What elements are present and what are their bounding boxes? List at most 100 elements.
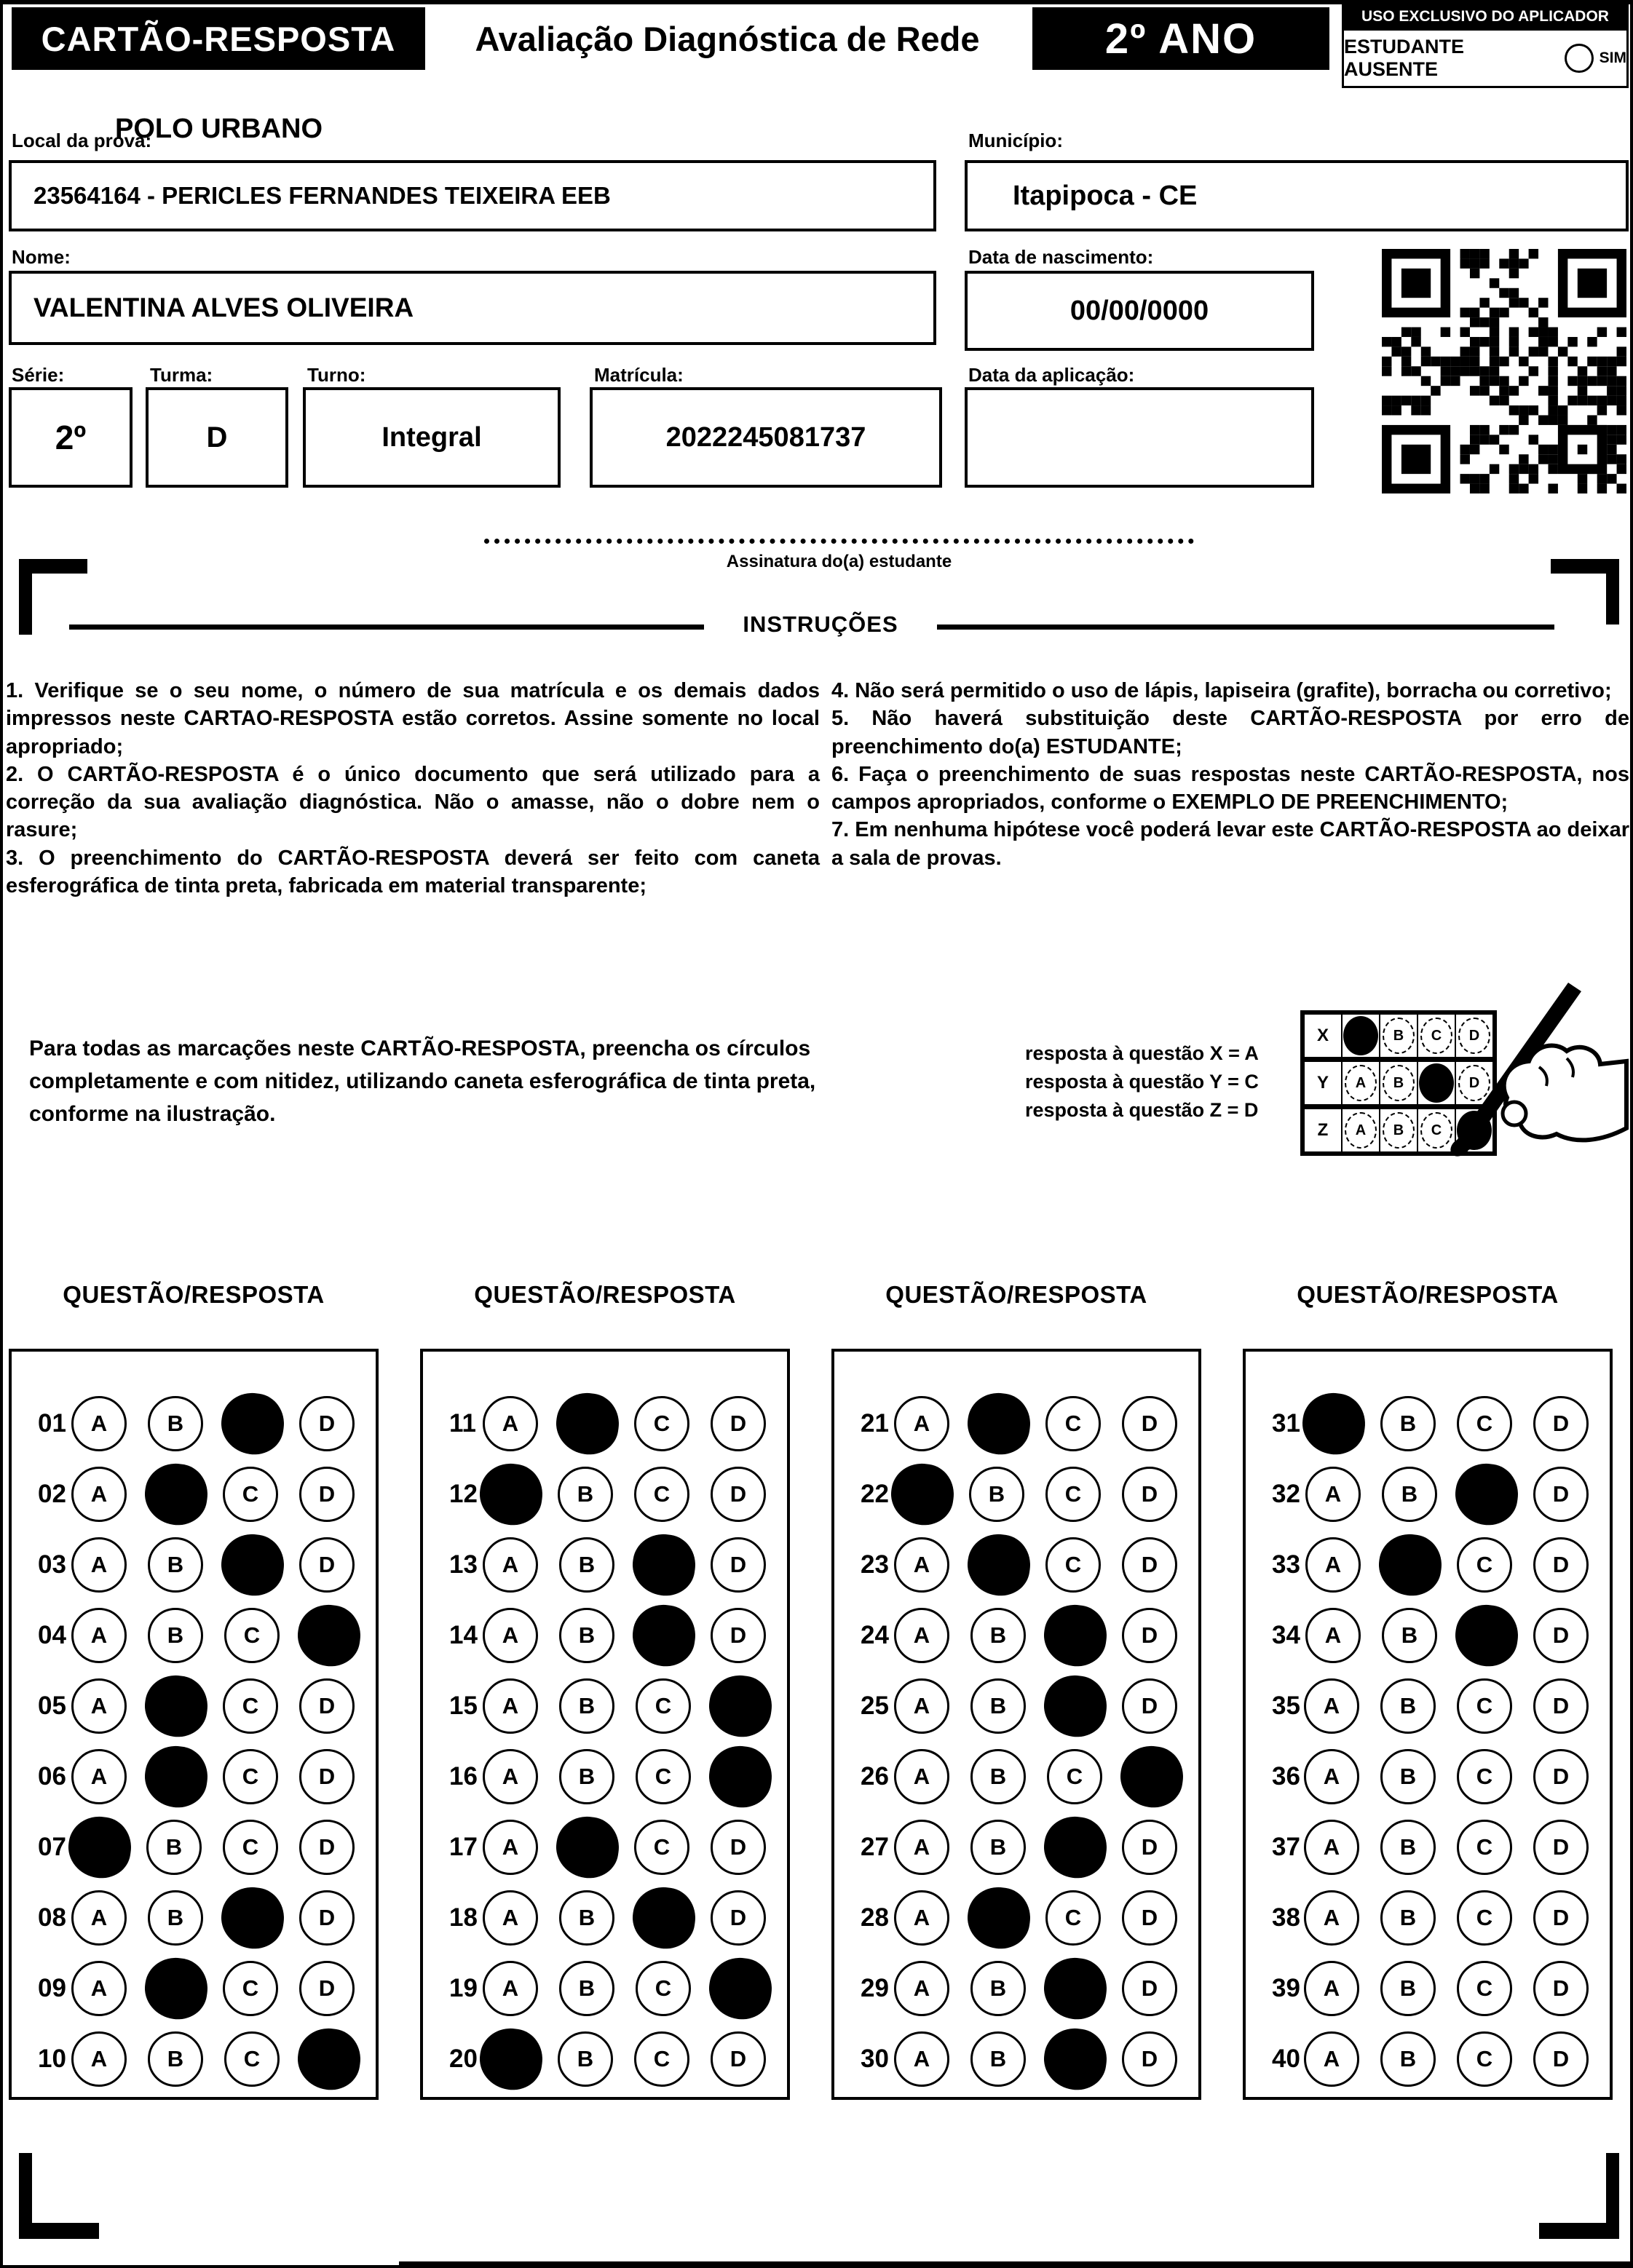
answer-bubble-marked [705, 1670, 776, 1741]
answer-bubble: C [1045, 1890, 1101, 1946]
corner-bracket-top-left [19, 559, 87, 635]
instruction-item: 7. Em nenhuma hipótese você poderá levar… [831, 818, 1629, 870]
question-number: 20 [449, 2044, 478, 2073]
answer-column-header: QUESTÃO/RESPOSTA [885, 1281, 1147, 1308]
answer-bubble: C [223, 1466, 278, 1522]
answer-bubble: A [1305, 1537, 1361, 1593]
question-row: 18 A B D [423, 1882, 787, 1953]
answer-bubble-marked [1040, 1600, 1111, 1670]
question-number: 10 [38, 2044, 66, 2073]
answer-bubble: D [711, 1466, 766, 1522]
answer-bubble: C [1457, 1537, 1512, 1593]
example-cell: C [1418, 1109, 1455, 1151]
instruction-item: 1. Verifique se o seu nome, o número de … [6, 679, 820, 758]
answer-bubble: B [559, 1890, 614, 1946]
question-row: 40 A B C D [1246, 2023, 1610, 2094]
question-number: 40 [1272, 2044, 1300, 2073]
answer-bubble: A [894, 1819, 949, 1875]
answer-bubble: C [223, 1960, 278, 2016]
question-number: 11 [449, 1408, 476, 1438]
answer-bubble: C [1047, 1748, 1102, 1804]
example-cell: D [1456, 1062, 1492, 1104]
example-row-label: Z [1305, 1109, 1341, 1151]
answer-bubble: C [224, 1607, 280, 1663]
answer-bubble: D [299, 1819, 355, 1875]
answer-bubble: A [71, 1890, 127, 1946]
answer-bubble: C [1457, 1890, 1512, 1946]
answer-bubble: B [1380, 1890, 1436, 1946]
question-number: 12 [449, 1479, 478, 1508]
question-number: 19 [449, 1973, 478, 2002]
answer-bubble: A [894, 1890, 949, 1946]
answer-bubble: A [894, 1678, 949, 1734]
municipio-value: Itapipoca - CE [1013, 180, 1198, 211]
answer-bubble: B [1380, 2031, 1436, 2087]
answer-bubble: A [483, 1607, 538, 1663]
question-row: 25 A B D [834, 1670, 1198, 1741]
answer-bubble: C [1045, 1466, 1101, 1522]
question-number: 18 [449, 1903, 478, 1932]
instruction-item: 6. Faça o preenchimento de suas resposta… [831, 762, 1629, 814]
answer-bubble-marked [552, 1812, 623, 1882]
answer-bubble-marked [963, 1529, 1035, 1600]
answer-bubble: B [970, 1819, 1026, 1875]
question-number: 32 [1272, 1479, 1300, 1508]
question-row: 34 A B D [1246, 1600, 1610, 1670]
answer-bubble: A [483, 1678, 538, 1734]
question-number: 27 [861, 1832, 889, 1861]
serie-label: Série: [12, 364, 65, 386]
answer-bubble-marked [475, 2023, 547, 2094]
answer-bubble: B [1380, 1819, 1436, 1875]
example-row-label: Y [1305, 1062, 1341, 1104]
question-row: 29 A B D [834, 1953, 1198, 2023]
question-row: 02 A C D [12, 1459, 376, 1529]
answer-column: QUESTÃO/RESPOSTA 01 A B D 02 A C D 03 A B D 04 A B C 05 A C… [9, 1281, 379, 2100]
question-row: 31 B C D [1246, 1388, 1610, 1459]
answer-bubble: D [711, 1607, 766, 1663]
answer-column-header: QUESTÃO/RESPOSTA [63, 1281, 325, 1308]
card-title: CARTÃO-RESPOSTA [12, 7, 425, 70]
answer-bubble-marked [217, 1529, 288, 1600]
answer-bubble-marked [64, 1812, 135, 1882]
answer-bubble: B [970, 2031, 1026, 2087]
answer-bubble: C [636, 1960, 691, 2016]
question-number: 04 [38, 1620, 66, 1649]
example-cell: B [1380, 1015, 1417, 1057]
answer-box: 21 A C D 22 B C D 23 A C D 24 A B D 25 A B D 26 A B C 27 A B D 28 A C D… [831, 1349, 1201, 2100]
answer-bubble: C [1457, 2031, 1512, 2087]
answer-bubble-marked [963, 1882, 1035, 1953]
question-number: 28 [861, 1903, 889, 1932]
answer-bubble: A [894, 2031, 949, 2087]
answer-bubble: C [1457, 1819, 1512, 1875]
answer-bubble: B [148, 2031, 203, 2087]
marking-note: Para todas as marcações neste CARTÃO-RES… [29, 1036, 816, 1126]
turma-field: D [146, 387, 288, 488]
answer-bubble-marked [887, 1459, 958, 1529]
matricula-value: 2022245081737 [665, 421, 866, 453]
answer-bubble-marked [705, 1953, 776, 2023]
answer-bubble: D [299, 1960, 355, 2016]
applicator-box: USO EXCLUSIVO DO APLICADOR ESTUDANTE AUS… [1342, 3, 1629, 88]
school-value: 23564164 - PERICLES FERNANDES TEIXEIRA E… [33, 182, 611, 209]
answer-bubble: A [71, 1607, 127, 1663]
answer-bubble: D [299, 1466, 355, 1522]
answer-bubble: D [711, 2031, 766, 2087]
answer-bubble: C [223, 1748, 278, 1804]
answer-bubble: D [1533, 1748, 1589, 1804]
example-bubble: D [1458, 1018, 1490, 1054]
answer-bubble: B [1380, 1395, 1436, 1451]
corner-bracket-top-right [1551, 559, 1619, 625]
answer-bubble-marked [141, 1459, 212, 1529]
example-bubble: A [1345, 1065, 1377, 1101]
example-bubble: C [1420, 1112, 1452, 1149]
answer-column-header: QUESTÃO/RESPOSTA [1297, 1281, 1559, 1308]
answer-box: 11 A C D 12 B C D 13 A B D 14 A B D 15 A B C 16 A B C 17 A C D 18 A B D… [420, 1349, 790, 2100]
answer-bubble: B [970, 1678, 1026, 1734]
serie-field: 2º [9, 387, 133, 488]
answer-bubble-marked [1375, 1529, 1446, 1600]
answer-bubble-marked [628, 1529, 700, 1600]
question-row: 19 A B C [423, 1953, 787, 2023]
exam-title: Avaliação Diagnóstica de Rede [475, 19, 980, 58]
question-number: 15 [449, 1691, 478, 1720]
answer-bubble: A [1304, 1960, 1359, 2016]
